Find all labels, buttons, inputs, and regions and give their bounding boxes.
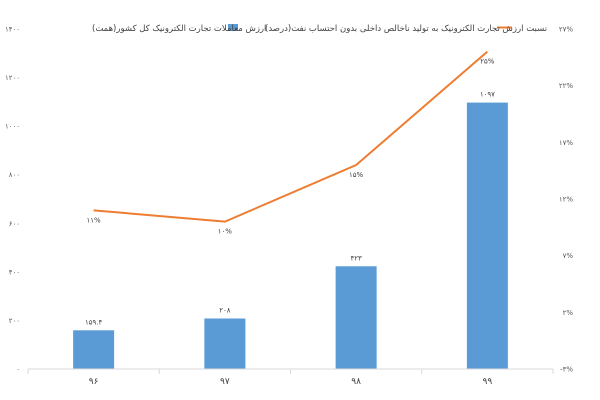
right-axis-tick-label: -۳% bbox=[560, 366, 573, 374]
legend-label-bar: ارزش معاملات تجارت الکترونیک کل کشور(همت… bbox=[92, 24, 266, 34]
legend: ارزش معاملات تجارت الکترونیک کل کشور(همت… bbox=[92, 24, 547, 34]
left-axis-tick-label: ۱۲۰۰ bbox=[5, 74, 20, 82]
bar bbox=[204, 318, 246, 369]
left-axis-tick-label: ۸۰۰ bbox=[9, 171, 20, 179]
bar-data-label: ۲۰۸ bbox=[219, 306, 231, 314]
right-axis-tick-label: ۱۷% bbox=[559, 139, 574, 147]
left-axis: ۰ ۲۰۰ ۴۰۰ ۶۰۰ ۸۰۰ ۱۰۰۰ ۱۲۰۰ ۱۴۰۰ bbox=[5, 26, 20, 374]
line-data-label: ۱۱% bbox=[87, 216, 102, 224]
left-axis-tick-label: ۰ bbox=[16, 366, 20, 374]
line-data-label: ۱۵% bbox=[349, 171, 364, 179]
bar bbox=[466, 102, 508, 369]
legend-swatch-bar bbox=[228, 24, 238, 31]
category-label: ۹۷ bbox=[220, 377, 230, 387]
right-axis-tick-label: ۲۲% bbox=[559, 82, 574, 90]
category-label: ۹۸ bbox=[351, 377, 361, 387]
bar-data-label: ۱۵۹.۴ bbox=[85, 318, 103, 326]
right-axis: -۳% ۲% ۷% ۱۲% ۱۷% ۲۲% ۲۷% bbox=[559, 26, 574, 374]
category-label: ۹۶ bbox=[89, 377, 99, 387]
bar-data-label: ۴۲۳ bbox=[350, 254, 362, 262]
legend-label-line: نسبت ارزش تجارت الکترونیک به تولید ناخال… bbox=[265, 24, 547, 34]
line-path bbox=[93, 50, 489, 223]
bar-series: ۱۵۹.۴ ۲۰۸ ۴۲۳ ۱۰۹۷ bbox=[73, 91, 508, 369]
line-series: ۱۱% ۱۰% ۱۵% ۲۵% bbox=[87, 50, 495, 236]
right-axis-tick-label: ۱۲% bbox=[559, 196, 574, 204]
category-label: ۹۹ bbox=[483, 377, 493, 387]
bar-data-label: ۱۰۹۷ bbox=[480, 91, 495, 99]
left-axis-tick-label: ۶۰۰ bbox=[9, 220, 20, 228]
line-data-label: ۲۵% bbox=[480, 58, 495, 66]
right-axis-tick-label: ۲۷% bbox=[559, 26, 574, 34]
x-axis: ۹۶ ۹۷ ۹۸ ۹۹ bbox=[27, 368, 554, 387]
left-axis-tick-label: ۱۴۰۰ bbox=[5, 26, 20, 34]
bar bbox=[335, 266, 377, 369]
bar bbox=[73, 330, 115, 369]
right-axis-tick-label: ۷% bbox=[563, 252, 574, 260]
right-axis-tick-label: ۲% bbox=[563, 309, 574, 317]
left-axis-tick-label: ۴۰۰ bbox=[9, 268, 20, 276]
left-axis-tick-label: ۲۰۰ bbox=[9, 317, 20, 325]
line-data-label: ۱۰% bbox=[218, 228, 233, 236]
left-axis-tick-label: ۱۰۰۰ bbox=[5, 123, 20, 131]
